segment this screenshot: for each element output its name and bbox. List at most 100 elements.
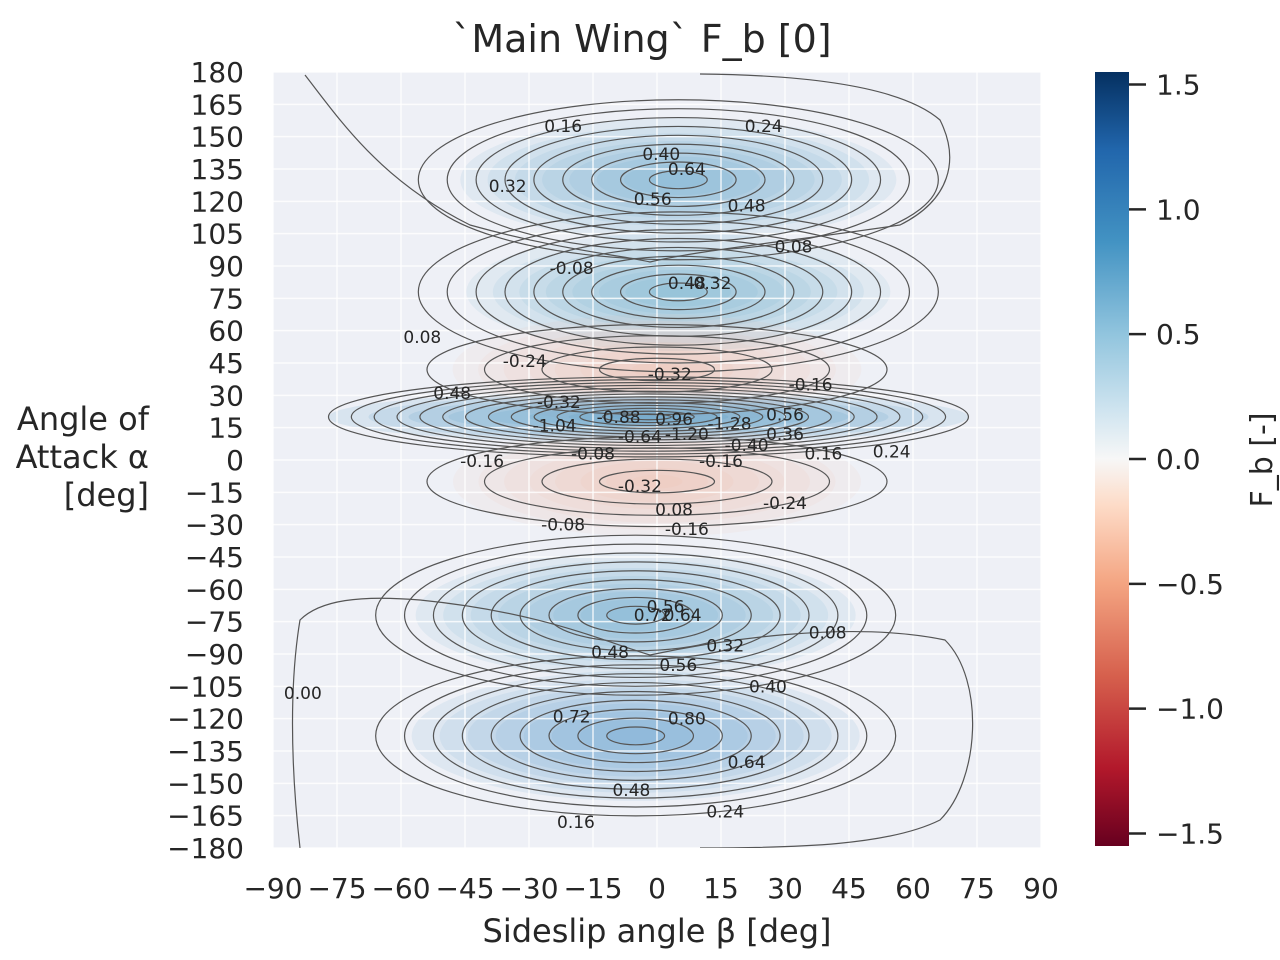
contour-lines xyxy=(291,73,974,848)
contour-label: -0.32 xyxy=(537,393,581,413)
contour-line xyxy=(375,534,897,696)
contour-label: 0.40 xyxy=(749,677,787,697)
contour-line xyxy=(541,346,773,393)
field-region xyxy=(625,277,732,307)
contour-label: 0.16 xyxy=(544,117,582,137)
y-axis-label-line-1: Angle of xyxy=(17,400,150,438)
contour-line xyxy=(519,699,752,773)
contour-label: -0.08 xyxy=(550,259,594,279)
contour-label: -0.16 xyxy=(789,376,833,396)
contour-line xyxy=(403,543,868,687)
contour-line xyxy=(475,229,882,355)
contour-label: -0.16 xyxy=(699,452,743,472)
x-axis-label: Sideslip angle β [deg] xyxy=(483,912,832,950)
y-tick-label: 60 xyxy=(208,315,244,348)
grid-lines xyxy=(273,72,1041,848)
contour-line xyxy=(475,116,882,243)
contour-label: 0.56 xyxy=(659,656,697,676)
contour-label: 0.24 xyxy=(706,802,744,822)
contour-line xyxy=(625,413,672,421)
contour-label: 0.96 xyxy=(655,410,693,430)
y-tick-label: −135 xyxy=(167,735,244,768)
contour-line xyxy=(426,435,888,528)
contour-label: 0.32 xyxy=(489,177,527,197)
field-region xyxy=(580,599,691,631)
contour-line xyxy=(533,134,824,225)
contour-label: 0.08 xyxy=(809,623,847,643)
contour-line xyxy=(483,447,831,516)
y-axis-label-line-2: Attack α xyxy=(16,438,149,476)
contour-line xyxy=(648,282,708,302)
contour-label: 0.32 xyxy=(694,274,732,294)
x-tick-label: −75 xyxy=(307,872,366,905)
x-tick-label: 75 xyxy=(959,872,995,905)
contour-label: 0.56 xyxy=(647,598,685,618)
colorbar-tick-label: −0.5 xyxy=(1156,568,1224,601)
contour-label: -0.16 xyxy=(665,520,709,540)
contour-line xyxy=(291,597,974,848)
x-tick-label: 0 xyxy=(648,872,666,905)
y-tick-label: −165 xyxy=(167,800,244,833)
contour-label: 0.16 xyxy=(557,813,595,833)
field-region xyxy=(470,567,801,663)
x-tick-label: 90 xyxy=(1023,872,1059,905)
contour-line xyxy=(327,376,970,458)
y-tick-label: 45 xyxy=(208,347,244,380)
contour-label: 0.36 xyxy=(766,425,804,445)
contour-line xyxy=(446,220,911,364)
contour-label: 0.56 xyxy=(766,406,804,426)
colorbar-ticks: 1.5 1.0 0.5 0.0 −0.5 −1.0 −1.5 xyxy=(1129,68,1224,851)
contour-label: -0.16 xyxy=(460,452,504,472)
y-tick-label: −120 xyxy=(167,703,244,736)
contour-label: 0.08 xyxy=(655,501,693,521)
contour-line xyxy=(403,664,868,808)
x-tick-label: 60 xyxy=(895,872,931,905)
contour-line xyxy=(417,99,939,261)
contour-line xyxy=(602,410,695,424)
x-tick-label: −45 xyxy=(435,872,494,905)
field-region xyxy=(411,670,860,801)
contour-line xyxy=(591,264,766,320)
contour-line xyxy=(598,357,716,382)
contour-line xyxy=(648,170,708,190)
contour-label: -0.64 xyxy=(618,427,662,447)
contour-line xyxy=(619,273,737,311)
y-tick-label: 180 xyxy=(191,56,244,89)
contour-line xyxy=(417,211,939,373)
y-tick-label: 90 xyxy=(208,250,244,283)
contour-line xyxy=(548,708,723,764)
contour-label: 0.48 xyxy=(728,197,766,217)
contour-line xyxy=(461,681,810,790)
contour-line xyxy=(304,73,951,263)
field-region xyxy=(598,269,758,314)
field-region xyxy=(498,575,774,655)
field-region xyxy=(439,679,832,793)
contour-line xyxy=(548,587,723,643)
contour-label: 0.48 xyxy=(433,384,471,404)
contour-label: 0.80 xyxy=(668,710,706,730)
y-tick-label: 30 xyxy=(208,379,244,412)
colorbar-tick-label: 1.5 xyxy=(1156,68,1201,101)
contour-line xyxy=(579,407,718,427)
colorbar-tick-label: −1.5 xyxy=(1156,818,1224,851)
contour-label: -0.88 xyxy=(597,408,641,428)
contour-label: 0.08 xyxy=(775,238,813,258)
contour-label: 0.48 xyxy=(668,274,706,294)
contour-line xyxy=(606,605,666,625)
x-tick-label: −30 xyxy=(499,872,558,905)
contour-label: 0.64 xyxy=(728,753,766,773)
contour-labels: 0.16 0.24 0.40 0.32 0.64 0.56 0.48 0.08 -0.08 0.4… xyxy=(284,117,911,833)
field-region xyxy=(623,164,733,196)
contour-label: -0.24 xyxy=(503,352,547,372)
contour-label: -0.08 xyxy=(571,445,615,465)
contour-line xyxy=(598,469,716,494)
contour-line xyxy=(432,552,839,679)
y-tick-label: 165 xyxy=(191,88,244,121)
y-tick-label: −30 xyxy=(185,509,244,542)
y-tick-label: −90 xyxy=(185,638,244,671)
contour-label: 0.24 xyxy=(745,117,783,137)
contour-line xyxy=(419,387,878,447)
contour-label: 0.72 xyxy=(634,606,672,626)
y-axis-label: Angle of Attack α [deg] xyxy=(16,400,150,514)
contour-label: 0.08 xyxy=(403,328,441,348)
